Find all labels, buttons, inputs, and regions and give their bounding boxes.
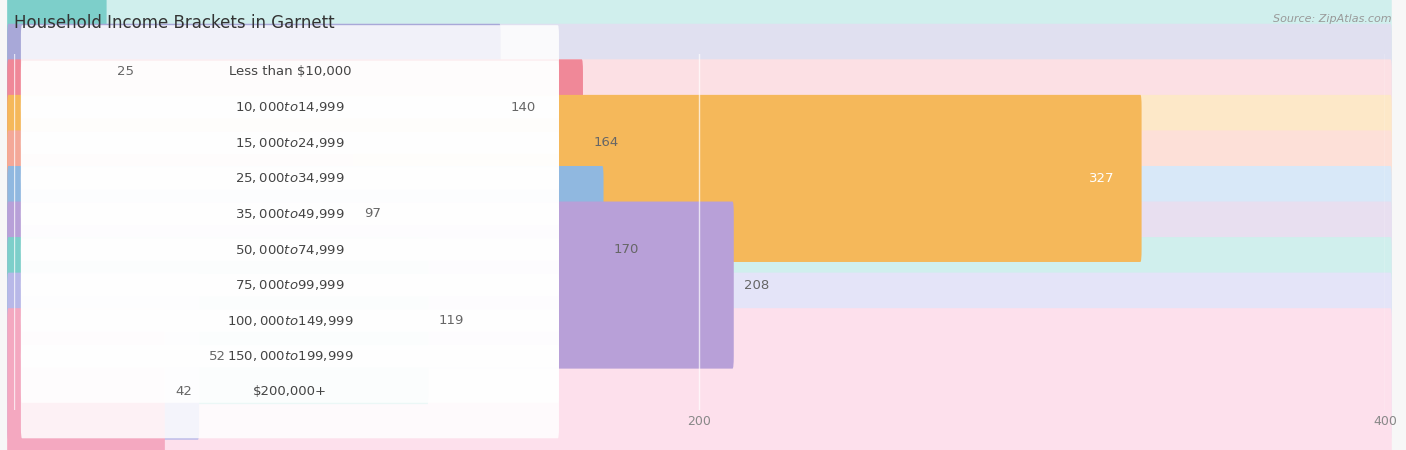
Text: $35,000 to $49,999: $35,000 to $49,999 bbox=[235, 207, 344, 221]
FancyBboxPatch shape bbox=[21, 345, 560, 438]
Text: 170: 170 bbox=[614, 243, 640, 256]
FancyBboxPatch shape bbox=[21, 203, 560, 296]
FancyBboxPatch shape bbox=[7, 308, 165, 450]
FancyBboxPatch shape bbox=[7, 202, 1392, 369]
FancyBboxPatch shape bbox=[21, 310, 560, 403]
FancyBboxPatch shape bbox=[21, 96, 560, 189]
FancyBboxPatch shape bbox=[7, 166, 603, 333]
FancyBboxPatch shape bbox=[7, 237, 429, 404]
Text: 52: 52 bbox=[209, 350, 226, 363]
FancyBboxPatch shape bbox=[7, 0, 1392, 155]
Text: 140: 140 bbox=[510, 101, 536, 114]
FancyBboxPatch shape bbox=[21, 61, 560, 154]
FancyBboxPatch shape bbox=[7, 24, 501, 191]
Text: $15,000 to $24,999: $15,000 to $24,999 bbox=[235, 136, 344, 150]
FancyBboxPatch shape bbox=[7, 59, 583, 226]
FancyBboxPatch shape bbox=[7, 0, 107, 155]
Text: 164: 164 bbox=[593, 136, 619, 149]
FancyBboxPatch shape bbox=[7, 273, 1392, 440]
Text: $25,000 to $34,999: $25,000 to $34,999 bbox=[235, 171, 344, 185]
Text: $75,000 to $99,999: $75,000 to $99,999 bbox=[235, 278, 344, 292]
FancyBboxPatch shape bbox=[21, 25, 560, 118]
FancyBboxPatch shape bbox=[7, 166, 1392, 333]
Text: 119: 119 bbox=[439, 314, 464, 327]
Text: $150,000 to $199,999: $150,000 to $199,999 bbox=[226, 349, 353, 363]
Text: 25: 25 bbox=[117, 65, 134, 78]
Text: $100,000 to $149,999: $100,000 to $149,999 bbox=[226, 314, 353, 328]
FancyBboxPatch shape bbox=[21, 238, 560, 332]
FancyBboxPatch shape bbox=[21, 132, 560, 225]
FancyBboxPatch shape bbox=[7, 202, 734, 369]
Text: Household Income Brackets in Garnett: Household Income Brackets in Garnett bbox=[14, 14, 335, 32]
Text: 208: 208 bbox=[744, 279, 769, 292]
Text: $200,000+: $200,000+ bbox=[253, 385, 328, 398]
Text: 42: 42 bbox=[176, 385, 193, 398]
FancyBboxPatch shape bbox=[7, 59, 1392, 226]
FancyBboxPatch shape bbox=[7, 308, 1392, 450]
FancyBboxPatch shape bbox=[7, 273, 200, 440]
Text: 327: 327 bbox=[1088, 172, 1114, 185]
FancyBboxPatch shape bbox=[7, 130, 1392, 297]
Text: 97: 97 bbox=[364, 207, 381, 220]
Text: Less than $10,000: Less than $10,000 bbox=[229, 65, 352, 78]
Text: Source: ZipAtlas.com: Source: ZipAtlas.com bbox=[1274, 14, 1392, 23]
FancyBboxPatch shape bbox=[7, 95, 1392, 262]
FancyBboxPatch shape bbox=[7, 24, 1392, 191]
FancyBboxPatch shape bbox=[21, 167, 560, 261]
FancyBboxPatch shape bbox=[7, 237, 1392, 404]
Text: $50,000 to $74,999: $50,000 to $74,999 bbox=[235, 243, 344, 256]
FancyBboxPatch shape bbox=[7, 130, 353, 297]
Text: $10,000 to $14,999: $10,000 to $14,999 bbox=[235, 100, 344, 114]
FancyBboxPatch shape bbox=[7, 95, 1142, 262]
FancyBboxPatch shape bbox=[21, 274, 560, 367]
